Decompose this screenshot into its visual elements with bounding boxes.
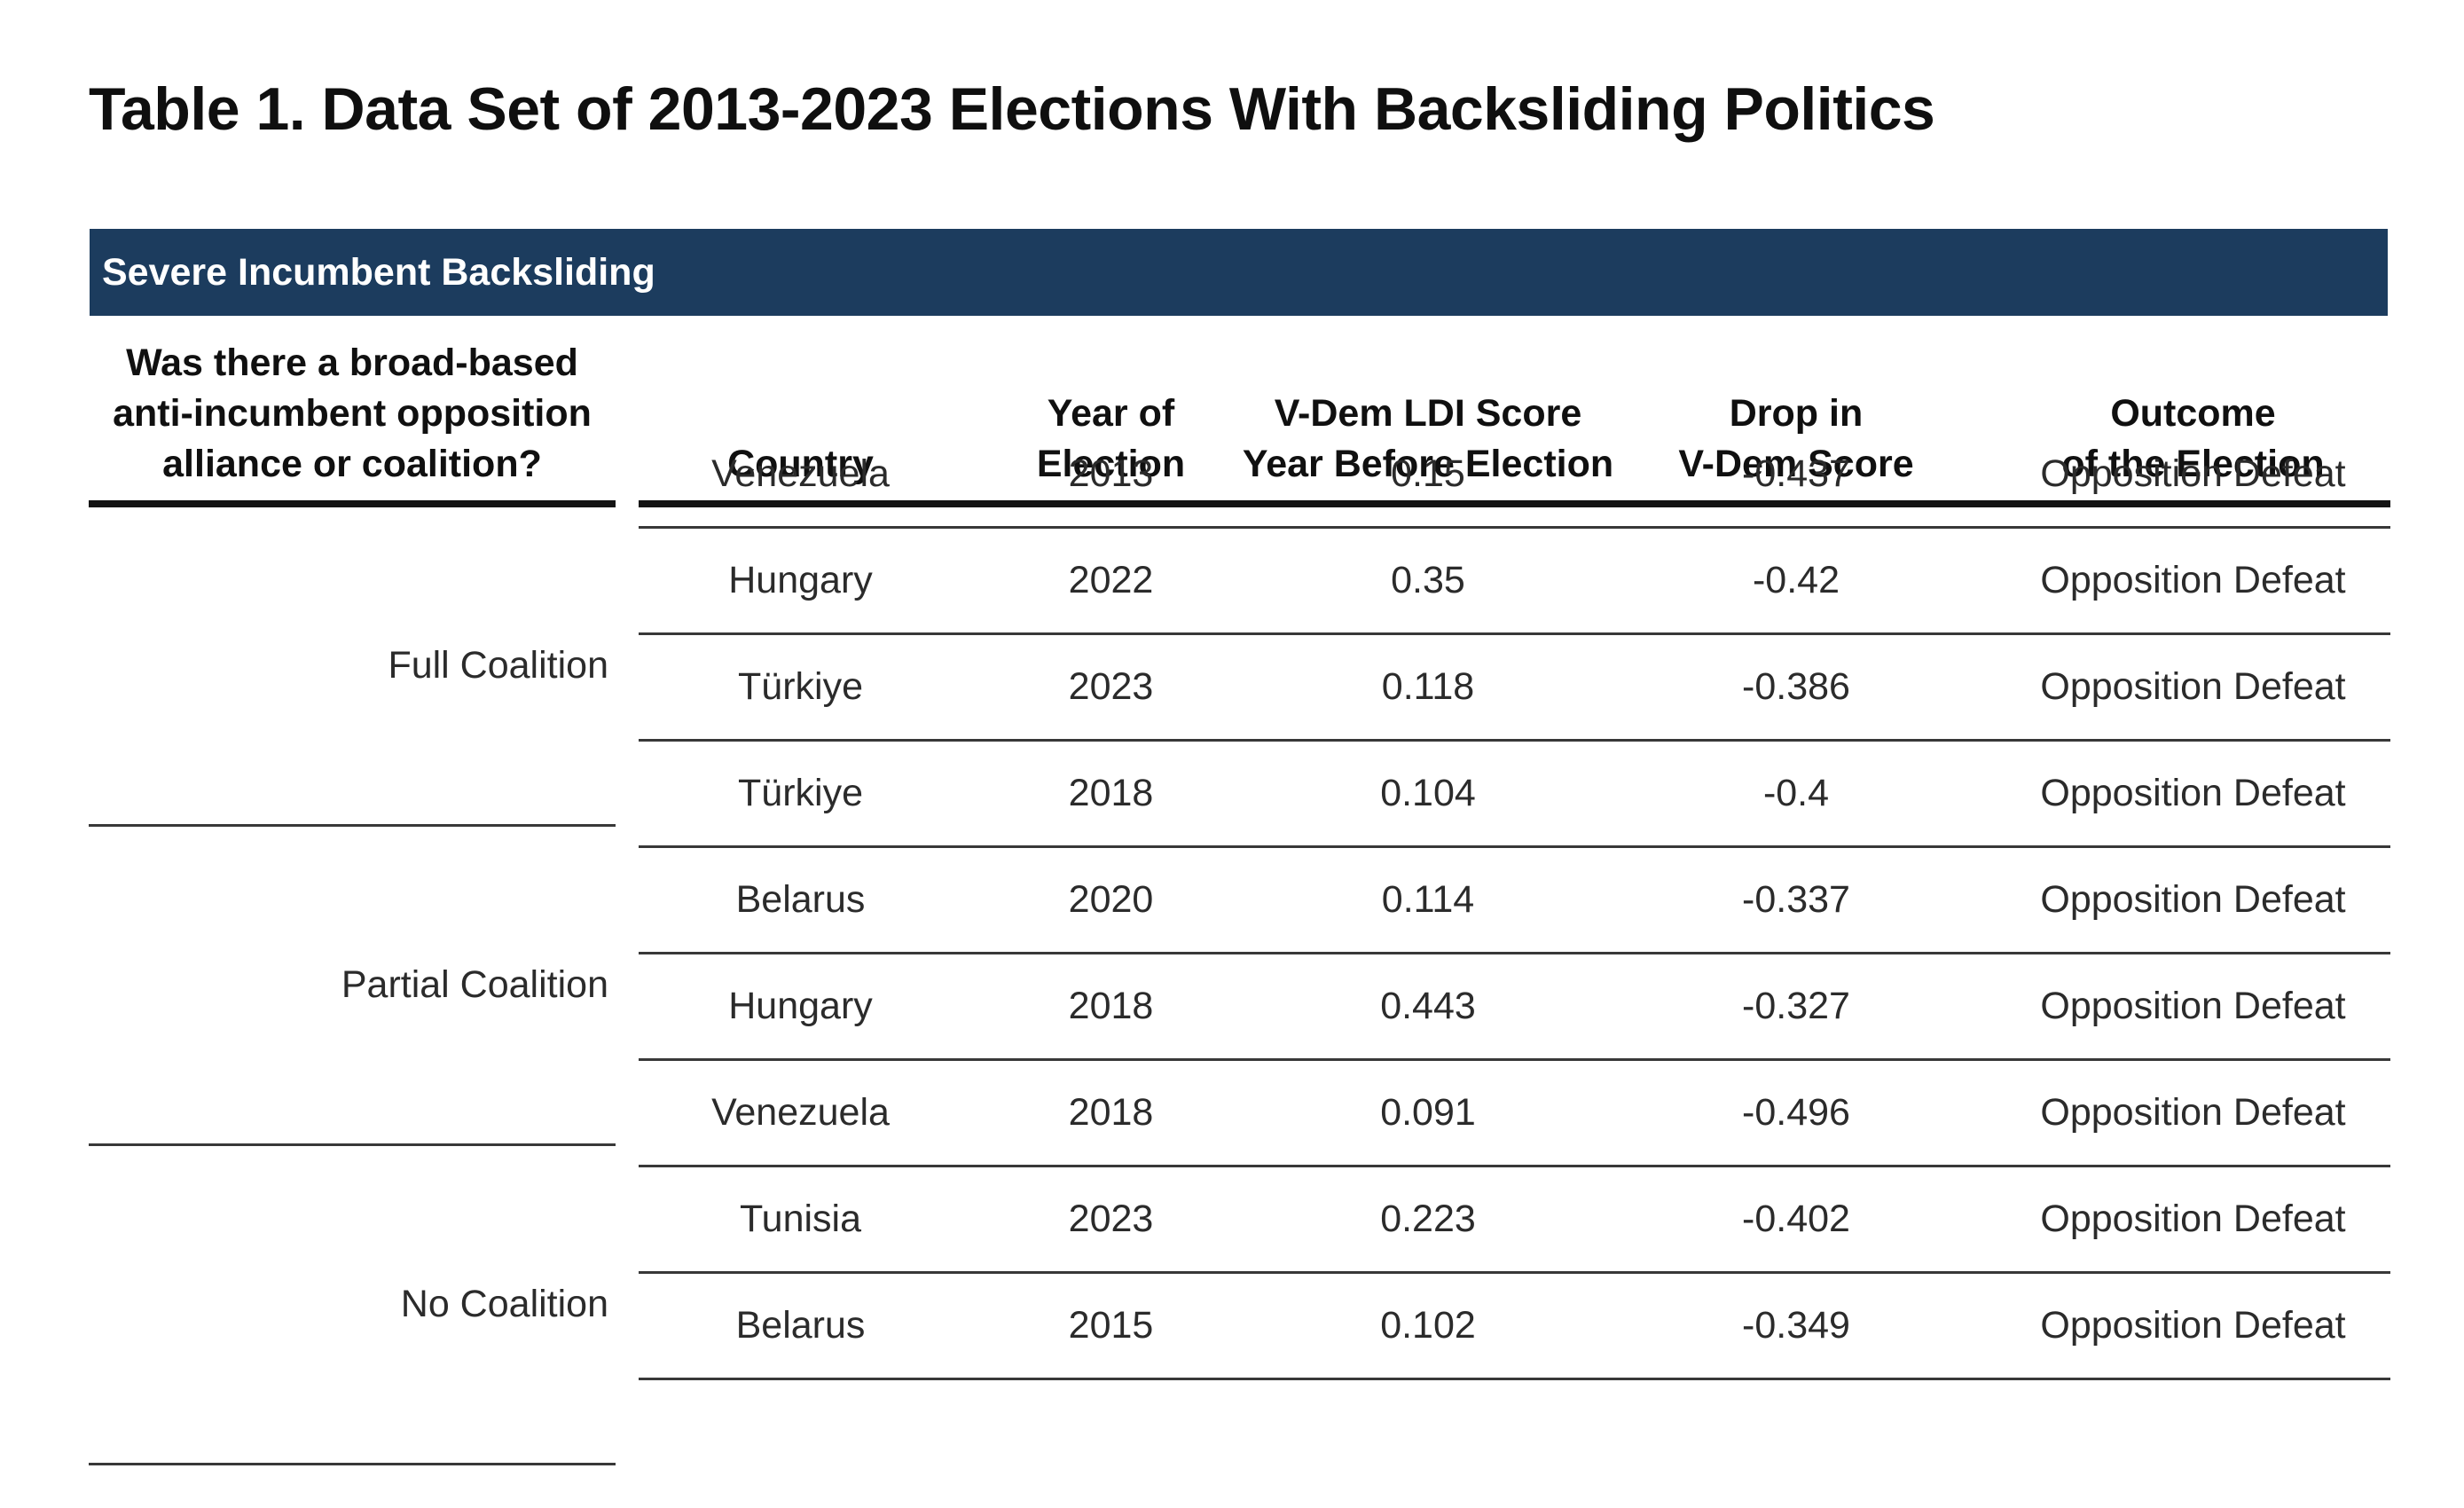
column-header-line: V-Dem LDI Score [1274, 392, 1582, 435]
column-header-line: anti-incumbent opposition [113, 392, 592, 435]
group-label-full-coalition: Full Coalition [89, 507, 616, 827]
cell-outcome: Opposition Defeat [1996, 529, 2390, 635]
cell-ldi-score: 0.114 [1259, 848, 1597, 954]
cell-country: Hungary [639, 954, 962, 1061]
cell-drop: -0.4 [1597, 742, 1996, 848]
cell-year: 2015 [962, 1274, 1259, 1380]
cell-drop: -0.42 [1597, 529, 1996, 635]
cell-drop: -0.337 [1597, 848, 1996, 954]
cell-outcome: Opposition Defeat [1996, 422, 2390, 529]
cell-year: 2018 [962, 954, 1259, 1061]
cell-outcome: Opposition Defeat [1996, 1061, 2390, 1167]
column-header-line: Outcome [2110, 392, 2276, 435]
column-header-outcome: Outcome of the Election [1996, 316, 2390, 507]
cell-drop: -0.327 [1597, 954, 1996, 1061]
cell-country: Türkiye [639, 742, 962, 848]
column-header-line: Election [1036, 443, 1186, 485]
cell-ldi-score: 0.443 [1259, 954, 1597, 1061]
column-header-line: Year Before Election [1242, 443, 1614, 485]
cell-ldi-score: 0.35 [1259, 529, 1597, 635]
table-title: Table 1. Data Set of 2013-2023 Elections… [89, 75, 1935, 143]
cell-country: Tunisia [639, 1167, 962, 1274]
column-header-drop: Drop in V-Dem Score [1597, 316, 1996, 507]
cell-country: Hungary [639, 529, 962, 635]
cell-ldi-score: 0.223 [1259, 1167, 1597, 1274]
cell-year: 2023 [962, 1167, 1259, 1274]
cell-outcome: Opposition Defeat [1996, 742, 2390, 848]
group-label-no-coalition: No Coalition [89, 1146, 616, 1465]
column-header-line: V-Dem Score [1678, 443, 1914, 485]
cell-drop: -0.496 [1597, 1061, 1996, 1167]
cell-year: 2020 [962, 848, 1259, 954]
cell-drop: -0.349 [1597, 1274, 1996, 1380]
cell-outcome: Opposition Defeat [1996, 848, 2390, 954]
cell-country: Belarus [639, 1274, 962, 1380]
group-label-partial-coalition: Partial Coalition [89, 827, 616, 1146]
column-header-line: alliance or coalition? [162, 443, 542, 485]
column-header-line: Country [727, 443, 874, 485]
cell-drop: -0.402 [1597, 1167, 1996, 1274]
cell-ldi-score: 0.091 [1259, 1061, 1597, 1167]
cell-year: 2013 [962, 422, 1259, 529]
column-gap [616, 316, 639, 1465]
cell-year: 2022 [962, 529, 1259, 635]
cell-ldi-score: 0.15 [1259, 422, 1597, 529]
cell-country: Türkiye [639, 635, 962, 742]
column-header-coalition: Was there a broad-based anti-incumbent o… [89, 316, 616, 507]
table-grid: Country Year of Election V-Dem LDI Score… [639, 316, 2390, 1465]
cell-outcome: Opposition Defeat [1996, 1167, 2390, 1274]
cell-year: 2018 [962, 742, 1259, 848]
column-header-line: Drop in [1729, 392, 1864, 435]
column-header-ldi-score: V-Dem LDI Score Year Before Election [1243, 316, 1613, 507]
cell-country: Venezuela [639, 422, 962, 529]
cell-year: 2023 [962, 635, 1259, 742]
cell-drop: -0.386 [1597, 635, 1996, 742]
column-header-line: Was there a broad-based [126, 342, 578, 384]
section-header-label: Severe Incumbent Backsliding [102, 250, 655, 294]
coalition-column: Was there a broad-based anti-incumbent o… [89, 316, 616, 1465]
column-header-line: Year of [1047, 392, 1175, 435]
cell-outcome: Opposition Defeat [1996, 635, 2390, 742]
cell-year: 2018 [962, 1061, 1259, 1167]
cell-outcome: Opposition Defeat [1996, 1274, 2390, 1380]
column-header-line: of the Election [2061, 443, 2325, 485]
cell-country: Belarus [639, 848, 962, 954]
section-header-band: Severe Incumbent Backsliding [90, 229, 2388, 316]
cell-ldi-score: 0.104 [1259, 742, 1597, 848]
cell-drop: -0.437 [1597, 422, 1996, 529]
cell-outcome: Opposition Defeat [1996, 954, 2390, 1061]
column-header-country: Country [639, 316, 962, 507]
cell-country: Venezuela [639, 1061, 962, 1167]
cell-ldi-score: 0.118 [1259, 635, 1597, 742]
cell-ldi-score: 0.102 [1259, 1274, 1597, 1380]
column-header-year: Year of Election [962, 316, 1259, 507]
data-table: Was there a broad-based anti-incumbent o… [89, 316, 2390, 1465]
